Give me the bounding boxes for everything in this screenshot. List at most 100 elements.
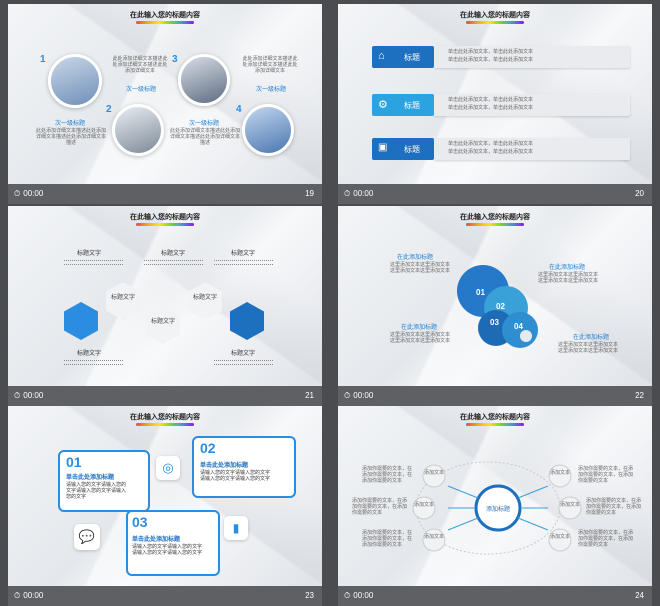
chat-icon: 💬	[74, 524, 100, 550]
slide-footer: ⏱ 00:00 24	[338, 586, 652, 606]
slide-number: 19	[305, 189, 314, 198]
item-text: 此处添加详细文本描述此处添加详细文本描述此处添加详细文本描述	[170, 128, 241, 146]
item-number: 3	[172, 54, 178, 65]
item-label: 次一级标题	[54, 121, 85, 127]
bubble-number: 02	[200, 440, 216, 456]
building-photo	[48, 54, 102, 108]
row-label: 标题	[404, 101, 420, 110]
heading: 标题文字	[230, 351, 255, 357]
heading: 标题文字	[76, 251, 101, 257]
slide-canvas: 在此输入您的标题内容 标题文字 标题文字 标题文字 标题文字 标题文字 标题文字…	[8, 206, 322, 386]
node-text: 添加你需要的文本，在添加你需要的文本，在添加你需要的文本	[362, 466, 413, 484]
bubble-text: 请输入您的文字请输入您的文字请输入您的文字请输入您的文字	[200, 470, 271, 482]
badge-icon	[64, 302, 98, 340]
slide-footer: ⏱ 00:00 22	[338, 386, 652, 406]
bubble-title: 单击此处添加标题	[200, 463, 249, 469]
heading: 标题文字	[76, 351, 101, 357]
title-underline	[466, 423, 524, 426]
node-label: 添加文本	[550, 470, 571, 476]
node-label: 添加文本	[414, 502, 435, 508]
gear-number: 01	[476, 288, 485, 297]
gear-number: 02	[496, 302, 505, 311]
bar-chart-icon: ▮	[224, 516, 248, 540]
node-label: 添加文本	[560, 502, 581, 508]
time-display: ⏱ 00:00	[14, 189, 44, 198]
slide-24[interactable]: 在此输入您的标题内容 添加标题 添加文本 添加文本 添加文本 添加文本 添加文本…	[338, 406, 652, 606]
slide-23[interactable]: 在此输入您的标题内容 01 单击此处添加标题 请输入您的文字请输入您的文字请输入…	[8, 406, 322, 606]
gear-label: 在此添加标题	[400, 325, 437, 331]
row-label: 标题	[404, 53, 420, 62]
bubble-03	[126, 510, 220, 576]
node-text: 添加你需要的文本，在添加你需要的文本，在添加你需要的文本	[578, 466, 634, 484]
slide-title: 在此输入您的标题内容	[130, 414, 200, 421]
gear-text: 这里添加文本这里添加文本这里添加文本这里添加文本	[538, 272, 599, 284]
slide-title: 在此输入您的标题内容	[460, 12, 530, 19]
heading: 标题文字	[230, 251, 255, 257]
slide-number: 21	[305, 391, 314, 400]
bubble-text: 请输入您的文字请输入您的文字请输入您的文字请输入您的文字	[66, 482, 127, 500]
title-underline	[466, 21, 524, 24]
row-header: ⌂ 标题	[372, 46, 434, 68]
gears-icon: ⚙	[378, 99, 388, 111]
item-text: 此处添加详细文本描述此处添加详细文本描述此处添加详细文本描述	[36, 128, 107, 146]
slide-number: 24	[635, 591, 644, 600]
item-label: 次一级标题	[188, 121, 219, 127]
bubble-text: 请输入您的文字请输入您的文字请输入您的文字请输入您的文字	[132, 544, 203, 556]
hex-label: 标题文字	[192, 295, 217, 301]
bubble-01	[58, 450, 150, 512]
row-label: 标题	[404, 145, 420, 154]
slide-canvas: 在此输入您的标题内容 ⌂ 标题 单击此处添加文本，单击此处添加文本 单击此处添加…	[338, 4, 652, 184]
hex-label: 标题文字	[110, 295, 135, 301]
slide-19[interactable]: 在此输入您的标题内容 1 次一级标题 此处添加详细文本描述此处添加详细文本描述此…	[8, 4, 322, 204]
bubble-number: 01	[66, 454, 82, 470]
node-text: 添加你需要的文本，在添加你需要的文本，在添加你需要的文本	[362, 530, 413, 548]
building-photo	[178, 54, 230, 106]
bubble-number: 03	[132, 514, 148, 530]
hex-label: 标题文字	[150, 319, 175, 325]
slide-21[interactable]: 在此输入您的标题内容 标题文字 标题文字 标题文字 标题文字 标题文字 标题文字…	[8, 206, 322, 406]
item-number: 1	[40, 54, 46, 65]
row-header: ⚙ 标题	[372, 94, 434, 116]
row-text: 单击此处添加文本，单击此处添加文本	[448, 149, 534, 155]
slide-title: 在此输入您的标题内容	[130, 12, 200, 19]
center-label: 添加标题	[485, 507, 510, 513]
tower-photo	[242, 104, 294, 156]
gear-label: 在此添加标题	[548, 265, 585, 271]
time-display: ⏱ 00:00	[344, 189, 374, 198]
title-underline	[466, 223, 524, 226]
slide-22[interactable]: 在此输入您的标题内容 在此添加标题 这里添加文本这里添加文本这里添加文本这里添加…	[338, 206, 652, 406]
slide-number: 20	[635, 189, 644, 198]
item-text: 此处添加详细文本描述此处添加详细文本描述此处添加详细文本	[242, 56, 298, 74]
slide-footer: ⏱ 00:00 21	[8, 386, 322, 406]
title-underline	[136, 423, 194, 426]
briefcase-icon: ▣	[378, 142, 388, 153]
bubble-02	[192, 436, 296, 498]
row-text: 单击此处添加文本，单击此处添加文本	[448, 141, 534, 147]
time-display: ⏱ 00:00	[14, 391, 44, 400]
slide-canvas: 在此输入您的标题内容 01 单击此处添加标题 请输入您的文字请输入您的文字请输入…	[8, 406, 322, 586]
node-text: 添加你需要的文本，在添加你需要的文本，在添加你需要的文本	[352, 498, 408, 516]
slide-canvas: 在此输入您的标题内容 在此添加标题 这里添加文本这里添加文本这里添加文本这里添加…	[338, 206, 652, 386]
slide-footer: ⏱ 00:00 19	[8, 184, 322, 204]
slide-footer: ⏱ 00:00 20	[338, 184, 652, 204]
time-display: ⏱ 00:00	[344, 591, 374, 600]
slide-20[interactable]: 在此输入您的标题内容 ⌂ 标题 单击此处添加文本，单击此处添加文本 单击此处添加…	[338, 4, 652, 204]
slide-canvas: 在此输入您的标题内容 添加标题 添加文本 添加文本 添加文本 添加文本 添加文本…	[338, 406, 652, 586]
item-number: 2	[106, 104, 112, 115]
time-display: ⏱ 00:00	[344, 391, 374, 400]
row-text: 单击此处添加文本，单击此处添加文本	[448, 57, 534, 63]
gear-text: 这里添加文本这里添加文本这里添加文本这里添加文本	[390, 262, 451, 274]
bubble-title: 单击此处添加标题	[132, 537, 181, 543]
heading: 标题文字	[160, 251, 185, 257]
slide-footer: ⏱ 00:00 23	[8, 586, 322, 606]
bubble-title: 单击此处添加标题	[66, 475, 115, 481]
item-label: 次一级标题	[125, 87, 156, 93]
slide-canvas: 在此输入您的标题内容 1 次一级标题 此处添加详细文本描述此处添加详细文本描述此…	[8, 4, 322, 184]
badge-icon	[230, 302, 264, 340]
node-label: 添加文本	[424, 534, 445, 540]
title-underline	[136, 21, 194, 24]
node-text: 添加你需要的文本，在添加你需要的文本，在添加你需要的文本	[578, 530, 634, 548]
slide-title: 在此输入您的标题内容	[460, 214, 530, 221]
row-text: 单击此处添加文本，单击此处添加文本	[448, 105, 534, 111]
gears-graphic	[457, 265, 538, 348]
